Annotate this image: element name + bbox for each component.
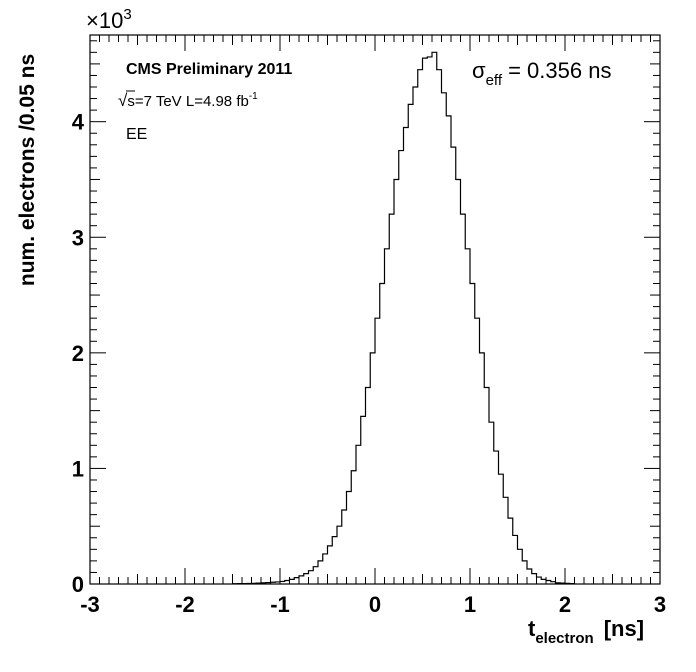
y-tick-label: 2 <box>72 341 84 366</box>
x-tick-labels: -3 -2 -1 0 1 2 3 <box>80 592 666 617</box>
x-tick-label: 3 <box>654 592 666 617</box>
y-axis-title: num. electrons /0.05 ns <box>16 54 39 286</box>
plot-frame <box>89 34 661 585</box>
histogram-series <box>231 51 576 585</box>
y-tick-label: 4 <box>72 110 85 135</box>
experiment-label: CMS Preliminary 2011 <box>126 61 292 78</box>
x-tick-label: -1 <box>270 592 290 617</box>
x-tick-label: -2 <box>175 592 195 617</box>
x-tick-label: 0 <box>369 592 381 617</box>
y-multiplier: ×103 <box>86 6 132 33</box>
y-tick-label: 1 <box>72 456 84 481</box>
y-tick-labels: 0 1 2 3 4 <box>72 110 85 597</box>
x-tick-label: 2 <box>559 592 571 617</box>
axis-ticks <box>89 35 661 585</box>
x-axis-title: telectron [ns] <box>528 616 644 647</box>
region-label: EE <box>126 126 147 143</box>
x-tick-label: -3 <box>80 592 100 617</box>
sigma-eff-label: σeff = 0.356 ns <box>472 58 611 89</box>
x-tick-label: 1 <box>464 592 476 617</box>
y-tick-label: 3 <box>72 225 84 250</box>
energy-lumi-label: √s=7 TeV L=4.98 fb-1 <box>118 91 258 110</box>
y-tick-label: 0 <box>72 572 84 597</box>
